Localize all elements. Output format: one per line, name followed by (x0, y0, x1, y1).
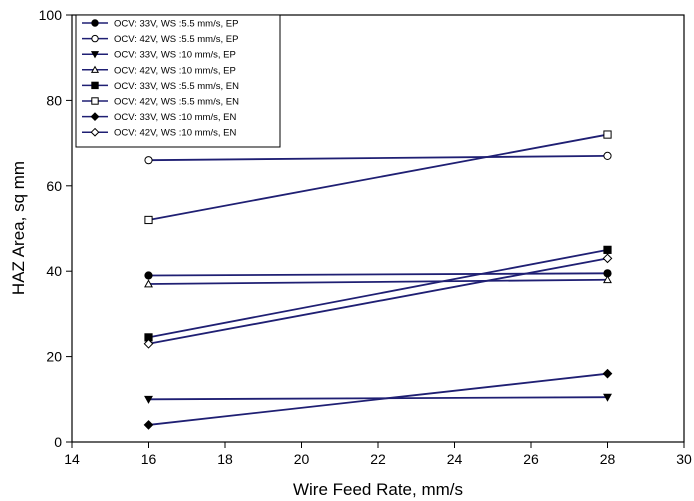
x-tick-label: 28 (600, 451, 616, 467)
legend-marker (91, 34, 99, 43)
series-line (148, 396, 608, 401)
x-tick-label: 20 (294, 451, 310, 467)
series-line (148, 278, 608, 285)
legend-label: OCV: 33V, WS :10 mm/s, EP (114, 50, 236, 61)
data-point (602, 368, 613, 379)
series-line (148, 372, 608, 426)
data-point (143, 338, 154, 349)
x-tick-label: 24 (447, 451, 463, 467)
series-line (148, 248, 608, 339)
data-point (603, 151, 612, 161)
data-point (144, 279, 153, 288)
data-point (603, 245, 612, 254)
x-tick-label: 14 (64, 451, 80, 467)
y-axis-title: HAZ Area, sq mm (9, 161, 28, 295)
data-point (602, 253, 613, 264)
series-lines (148, 133, 608, 426)
series-line (148, 155, 608, 162)
legend-label: OCV: 42V, WS :10 mm/s, EP (114, 65, 236, 76)
data-point (144, 156, 153, 165)
x-tick-label: 30 (676, 451, 692, 467)
x-axis-title: Wire Feed Rate, mm/s (293, 480, 463, 499)
data-point (144, 395, 153, 404)
legend-marker (90, 51, 100, 59)
plot-area-frame (71, 14, 685, 443)
legend-marker (91, 81, 99, 90)
y-tick-label: 0 (54, 434, 62, 450)
legend-label: OCV: 42V, WS :5.5 mm/s, EN (114, 97, 239, 108)
x-tick-label: 16 (141, 451, 157, 467)
y-tick-label: 40 (46, 263, 62, 279)
legend-marker (91, 19, 99, 27)
legend-marker (90, 127, 100, 137)
series-markers (143, 130, 613, 430)
x-tick-label: 26 (523, 451, 539, 467)
legend-box (75, 14, 281, 148)
y-tick-label: 60 (46, 178, 62, 194)
series-line (148, 257, 608, 345)
legend-marker (91, 97, 99, 105)
legend-label: OCV: 42V, WS :5.5 mm/s, EP (114, 34, 238, 45)
y-tick-label: 80 (46, 92, 62, 108)
data-point (603, 275, 612, 284)
data-point (144, 215, 153, 225)
axis-ticks: 14 16 18 20 22 24 26 28 30 0 20 40 60 80 100 (39, 7, 692, 467)
y-tick-label: 100 (39, 7, 63, 23)
legend-marker (90, 65, 100, 73)
x-tick-label: 18 (217, 451, 233, 467)
series-line (148, 133, 608, 221)
data-point (144, 271, 153, 280)
x-tick-label: 22 (370, 451, 386, 467)
legend: OCV: 33V, WS :5.5 mm/s, EP OCV: 42V, WS :… (75, 14, 281, 148)
y-tick-label: 20 (46, 349, 62, 365)
legend-label: OCV: 33V, WS :5.5 mm/s, EP (114, 19, 238, 30)
legend-label: OCV: 33V, WS :5.5 mm/s, EN (114, 81, 239, 92)
series-line (148, 272, 608, 277)
data-point (143, 420, 154, 430)
data-point (603, 393, 612, 402)
legend-marker (90, 112, 100, 121)
legend-label: OCV: 42V, WS :10 mm/s, EN (114, 128, 236, 139)
data-point (603, 130, 612, 139)
legend-label: OCV: 33V, WS :10 mm/s, EN (114, 112, 236, 123)
